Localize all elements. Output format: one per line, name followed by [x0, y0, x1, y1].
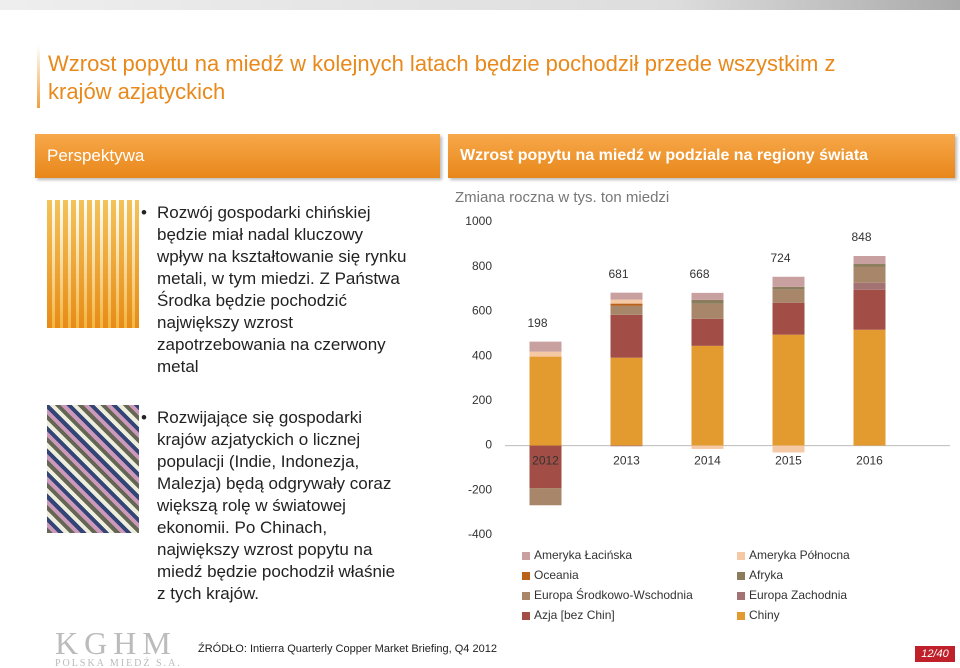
legend-label: Ameryka Łacińska: [534, 548, 632, 562]
page-number: 12/40: [915, 646, 955, 662]
legend-swatch: [522, 552, 530, 560]
bar-segment: [853, 329, 886, 446]
top-strip: [0, 0, 960, 10]
y-tick-label: 400: [472, 348, 492, 362]
bar-segment: [529, 445, 562, 489]
legend-swatch: [522, 572, 530, 580]
bar-segment: [691, 345, 724, 446]
bar-segment: [691, 292, 724, 300]
bar-segment: [853, 255, 886, 265]
bar-segment: [853, 264, 886, 267]
legend-label: Chiny: [749, 608, 780, 622]
legend-swatch: [737, 552, 745, 560]
bar-segment: [610, 357, 643, 446]
legend-swatch: [737, 592, 745, 600]
legend-label: Europa Zachodnia: [749, 588, 847, 602]
bar-segment: [610, 305, 643, 315]
bar-segment: [772, 289, 805, 303]
y-tick-label: 1000: [465, 214, 492, 228]
legend-label: Afryka: [749, 568, 783, 582]
bar-segment: [529, 356, 562, 446]
x-tick-label: 2016: [856, 454, 883, 468]
bar-segment: [772, 276, 805, 287]
legend-label: Azja [bez Chin]: [534, 608, 615, 622]
bullet-text: Rozwój gospodarki chińskiej będzie miał …: [141, 202, 407, 378]
legend-label: Ameryka Północna: [749, 548, 850, 562]
y-axis-label: Zmiana roczna w tys. ton miedzi: [455, 189, 669, 206]
total-label: 198: [527, 316, 547, 330]
legend-swatch: [737, 572, 745, 580]
panel-header: Perspektywa: [35, 134, 440, 178]
bar-segment: [772, 286, 805, 290]
total-label: 668: [689, 267, 709, 281]
y-tick-label: 600: [472, 304, 492, 318]
bar-segment: [691, 299, 724, 304]
growth-image: [47, 200, 139, 328]
x-tick-label: 2012: [532, 454, 559, 468]
bar-segment: [853, 289, 886, 330]
bar-segment: [610, 314, 643, 358]
bar-segment: [610, 445, 643, 447]
legend-swatch: [522, 612, 530, 620]
x-tick-label: 2013: [613, 454, 640, 468]
slide-title: Wzrost popytu na miedź w kolejnych latac…: [48, 51, 836, 104]
total-label: 681: [608, 267, 628, 281]
total-label: 848: [851, 230, 871, 244]
bar-segment: [691, 318, 724, 346]
bar-segment: [772, 334, 805, 446]
legend-label: Europa Środkowo-Wschodnia: [534, 587, 693, 602]
y-tick-label: 0: [485, 438, 492, 452]
logo-subtitle: POLSKA MIEDŹ S.A.: [55, 658, 182, 668]
bar-segment: [529, 488, 562, 506]
logo-name: KGHM: [55, 625, 177, 661]
legend-label: Oceania: [534, 568, 579, 582]
legend-swatch: [737, 612, 745, 620]
x-tick-label: 2014: [694, 454, 721, 468]
crowd-image: [47, 405, 139, 533]
logo: KGHM POLSKA MIEDŹ S.A.: [55, 625, 182, 668]
title-accent: [37, 46, 40, 108]
total-label: 724: [770, 251, 790, 265]
y-tick-label: -400: [468, 527, 492, 541]
bar-segment: [529, 341, 562, 352]
bar-segment: [772, 302, 805, 335]
panel-header: Wzrost popytu na miedź w podziale na reg…: [448, 134, 955, 178]
y-tick-label: -200: [468, 482, 492, 496]
y-tick-label: 200: [472, 393, 492, 407]
bar-segment: [610, 303, 643, 306]
bar-segment: [853, 266, 886, 283]
y-tick-label: 800: [472, 259, 492, 273]
legend-swatch: [522, 592, 530, 600]
bar-segment: [691, 445, 724, 449]
x-tick-label: 2015: [775, 454, 802, 468]
source: ŹRÓDŁO: Intierra Quarterly Copper Market…: [198, 643, 497, 655]
bar-segment: [772, 445, 805, 453]
bar-segment: [529, 351, 562, 357]
bar-segment: [610, 292, 643, 300]
bar-segment: [853, 282, 886, 290]
bar-segment: [610, 299, 643, 304]
bullet-text: Rozwijające się gospodarki krajów azjaty…: [141, 407, 407, 605]
bar-segment: [691, 303, 724, 319]
